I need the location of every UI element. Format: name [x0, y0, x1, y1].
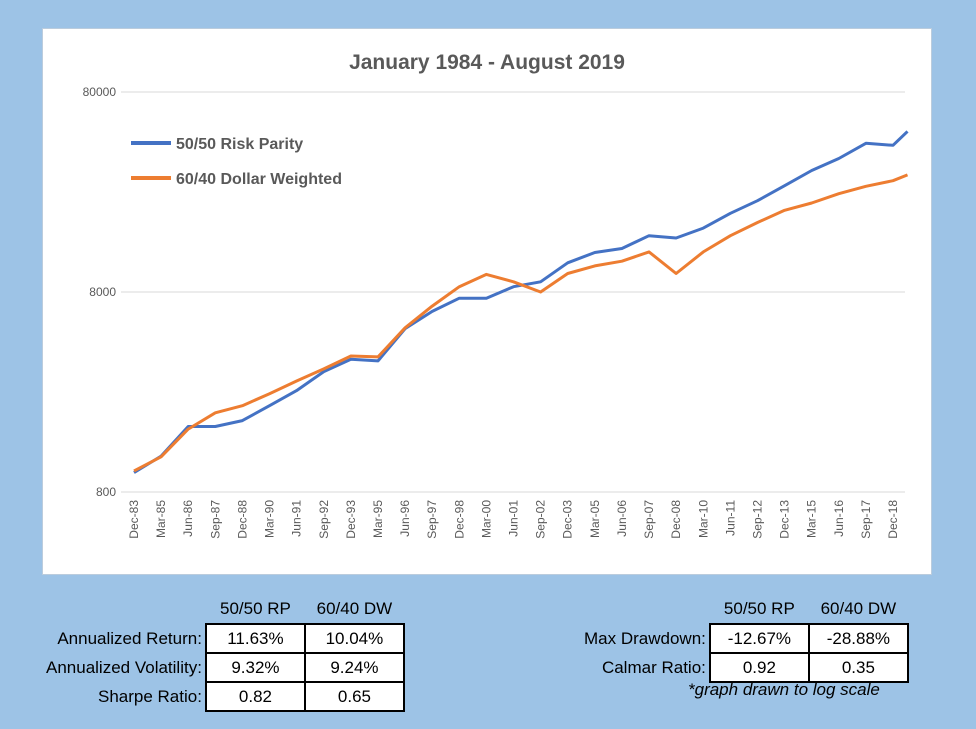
series-line-dollar-weighted: [133, 173, 909, 473]
x-tick-label: Sep-87: [208, 500, 222, 539]
x-tick-label: Dec-18: [886, 500, 900, 539]
log-scale-note: *graph drawn to log scale: [688, 680, 880, 699]
row-label: Calmar Ratio:: [601, 657, 706, 677]
row-label: Max Drawdown:: [584, 628, 706, 648]
cell: 9.32%: [204, 652, 306, 683]
x-tick-label: Dec-98: [452, 500, 466, 539]
x-tick-label: Mar-15: [805, 500, 819, 538]
row-label: Sharpe Ratio:: [97, 686, 202, 706]
y-tick-label: 8000: [89, 285, 116, 299]
series-line-risk-parity: [133, 130, 909, 474]
cell: 10.04%: [303, 623, 405, 654]
cell: 0.92: [708, 652, 810, 683]
x-tick-label: Jun-91: [290, 500, 304, 537]
x-tick-label: Mar-05: [588, 500, 602, 538]
chart-panel: January 1984 - August 2019 800 8000 80000 De…: [42, 28, 932, 575]
x-tick-label: Dec-08: [669, 500, 683, 539]
table-row: Annualized Volatility: 9.32% 9.24%: [40, 652, 405, 683]
x-tick-label: Sep-97: [425, 500, 439, 539]
x-tick-label: Sep-12: [750, 500, 764, 539]
x-tick-label: Mar-85: [154, 500, 168, 538]
cell: 0.35: [807, 652, 909, 683]
x-tick-label: Jun-96: [398, 500, 412, 537]
cell: -28.88%: [807, 623, 909, 654]
x-tick-label: Jun-86: [181, 500, 195, 537]
x-tick-label: Jun-06: [615, 500, 629, 537]
table-row: Max Drawdown: -12.67% -28.88%: [578, 623, 909, 654]
x-tick-label: Dec-88: [235, 500, 249, 539]
table-row: Sharpe Ratio: 0.82 0.65: [40, 681, 405, 712]
x-tick-label: Sep-02: [534, 500, 548, 539]
line-chart: January 1984 - August 2019 800 8000 80000 De…: [83, 51, 909, 539]
legend-label: 60/40 Dollar Weighted: [176, 171, 342, 188]
row-label: Annualized Volatility:: [46, 657, 202, 677]
table-row: Calmar Ratio: 0.92 0.35: [578, 652, 909, 683]
cell: 11.63%: [204, 623, 306, 654]
x-tick-label: Dec-03: [561, 500, 575, 539]
stats-table-right: 50/50 RP 60/40 DW Max Drawdown: -12.67% -28…: [578, 595, 909, 683]
x-tick-label: Jun-01: [507, 500, 521, 537]
legend-label: 50/50 Risk Parity: [176, 136, 303, 153]
x-tick-label: Dec-93: [344, 500, 358, 539]
y-tick-label: 80000: [83, 85, 117, 99]
x-tick-label: Jun-16: [832, 500, 846, 537]
row-label: Annualized Return:: [57, 628, 202, 648]
x-tick-label: Mar-00: [479, 500, 493, 538]
cell: 0.82: [204, 681, 306, 712]
col-header: 60/40 DW: [316, 599, 393, 618]
col-header: 60/40 DW: [820, 599, 897, 618]
x-tick-label: Sep-92: [317, 500, 331, 539]
col-header: 50/50 RP: [219, 599, 291, 618]
cell: -12.67%: [708, 623, 810, 654]
x-tick-label: Mar-90: [263, 500, 277, 538]
x-tick-label: Sep-07: [642, 500, 656, 539]
stats-table-left: 50/50 RP 60/40 DW Annualized Return: 11.63…: [40, 595, 405, 712]
table-row: Annualized Return: 11.63% 10.04%: [40, 623, 405, 654]
y-tick-label: 800: [96, 485, 116, 499]
x-tick-label: Dec-13: [778, 500, 792, 539]
x-tick-label: Mar-10: [696, 500, 710, 538]
cell: 0.65: [303, 681, 405, 712]
x-tick-label: Dec-83: [127, 500, 141, 539]
chart-title: January 1984 - August 2019: [349, 51, 625, 74]
x-tick-label: Sep-17: [859, 500, 873, 539]
x-tick-label: Mar-95: [371, 500, 385, 538]
col-header: 50/50 RP: [723, 599, 795, 618]
x-tick-label: Jun-11: [723, 500, 737, 536]
cell: 9.24%: [303, 652, 405, 683]
